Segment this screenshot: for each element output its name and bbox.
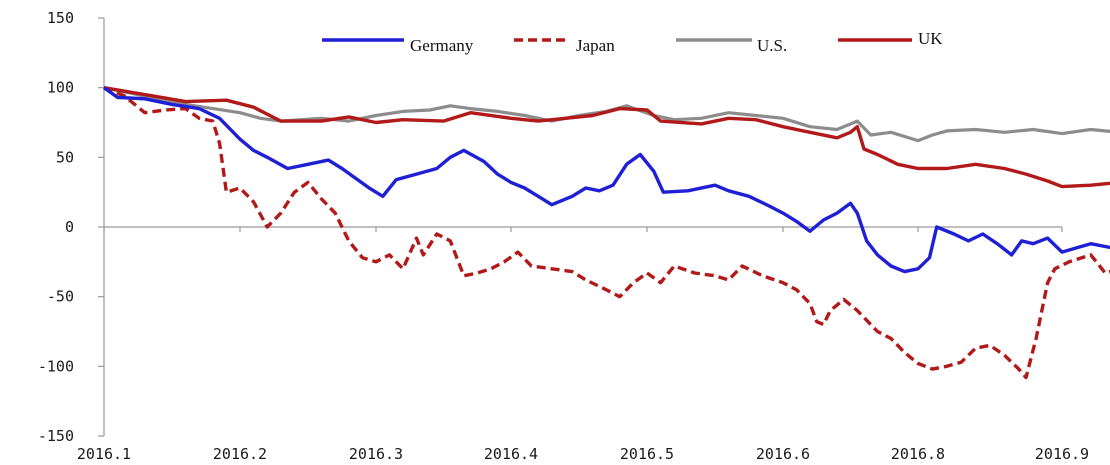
series-lines [103, 86, 1110, 380]
series-line-japan [103, 86, 1110, 380]
series-line-uk [103, 86, 1110, 189]
x-tick-label: 2016.4 [484, 445, 538, 463]
legend-label-germany: Germany [410, 36, 474, 55]
x-tick-label: 2016.8 [891, 445, 945, 463]
y-tick-label: 150 [47, 9, 74, 27]
y-tick-label: -100 [38, 357, 74, 375]
series-line-germany [103, 86, 1110, 274]
legend-items: Germany Japan U.S. UK [322, 29, 943, 55]
x-tick-label: 2016.2 [213, 445, 267, 463]
x-tick-label: 2016.3 [349, 445, 403, 463]
legend-label-uk: UK [918, 29, 943, 48]
y-tick-label: -150 [38, 427, 74, 445]
legend-label-u-s: U.S. [757, 36, 787, 55]
x-tick-label: 2016.6 [756, 445, 810, 463]
y-tick-label: 0 [65, 218, 74, 236]
y-tick-label: 100 [47, 79, 74, 97]
y-tick-label: 50 [56, 148, 74, 166]
legend-label-japan: Japan [576, 36, 615, 55]
x-tick-label: 2016.1 [77, 445, 131, 463]
x-tick-label: 2016.5 [620, 445, 674, 463]
y-tick-label: -50 [47, 288, 74, 306]
x-tick-label: 2016.9 [1035, 445, 1089, 463]
series-line-u-s [103, 86, 1110, 143]
